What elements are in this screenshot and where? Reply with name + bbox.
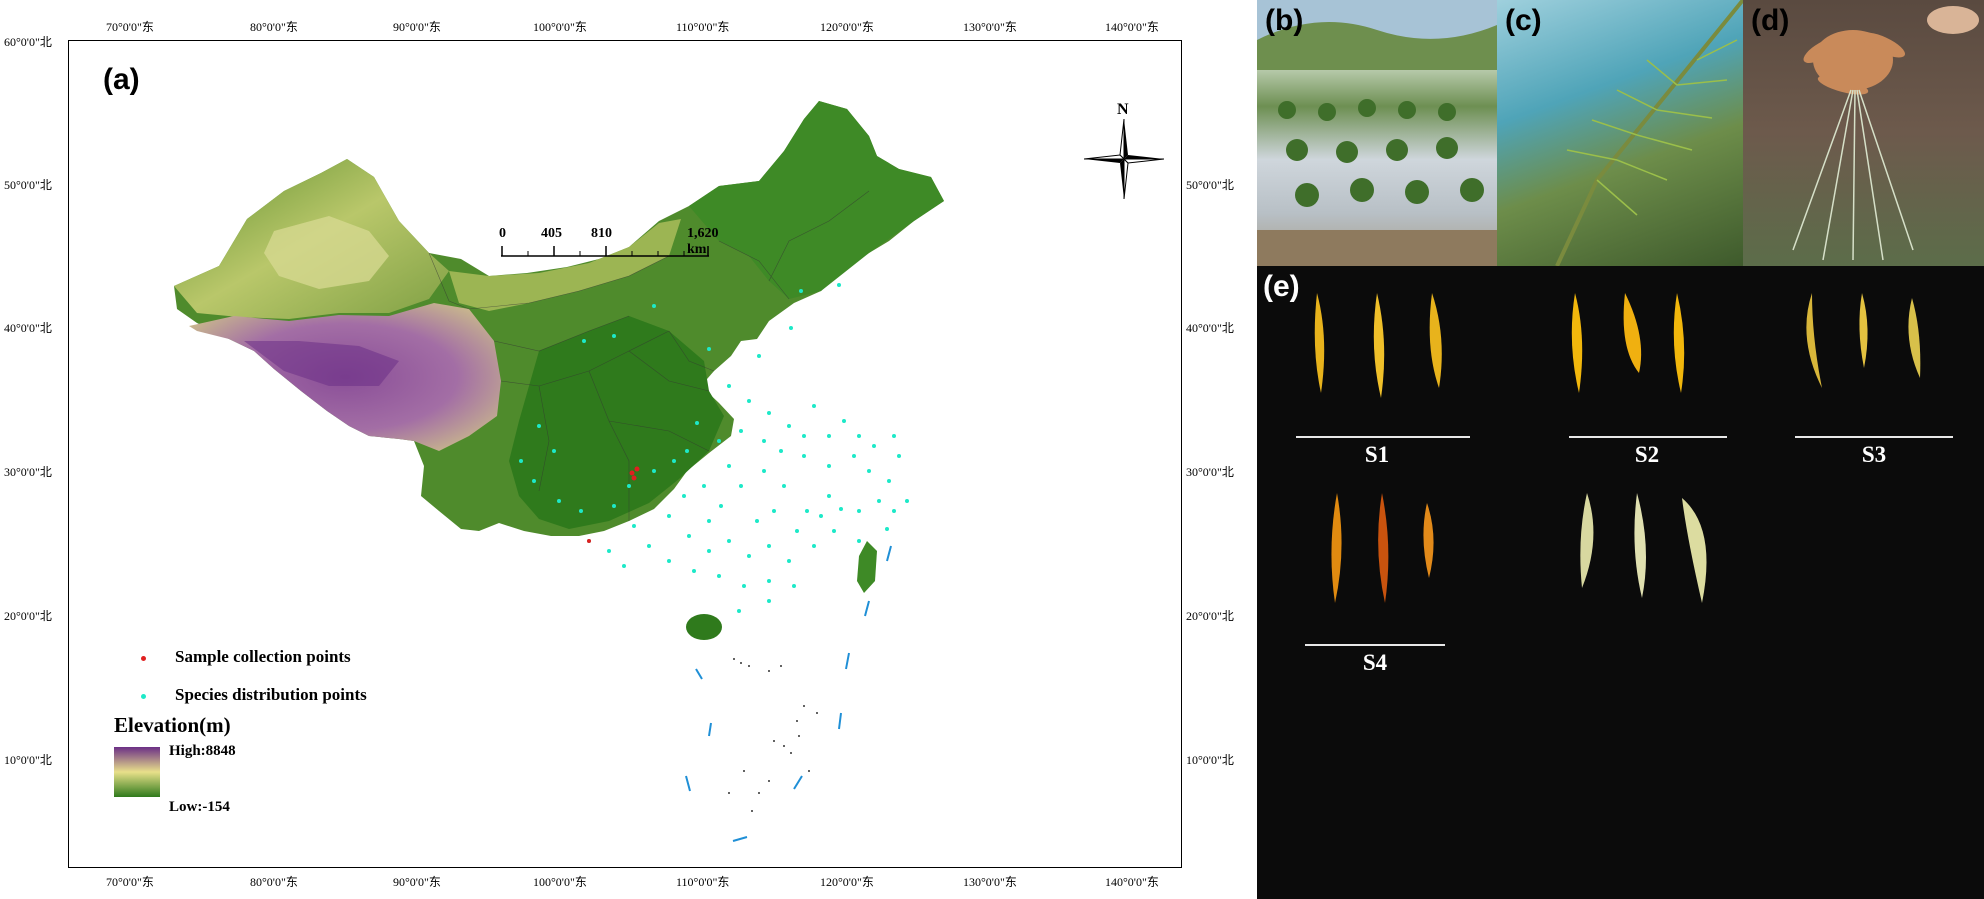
lon-tick-bottom: 130°0'0"东 [963, 875, 1017, 889]
panel-label-a: (a) [103, 63, 140, 96]
taiwan-island [857, 541, 877, 593]
scale-label-405: 405 [541, 226, 562, 241]
elevation-title: Elevation(m) [114, 713, 231, 737]
south-sea-islands [728, 658, 818, 812]
legend-item-sample: Sample collection points [139, 647, 439, 677]
photo-c-branch: (c) [1497, 0, 1743, 266]
lon-tick-bottom: 80°0'0"东 [250, 875, 298, 889]
lon-tick-bottom: 70°0'0"东 [106, 875, 154, 889]
tuberous-roots-illustration [1792, 6, 1979, 261]
scale-label-1620: 1,620 km [687, 226, 719, 257]
sample-s5-flowers [1580, 493, 1707, 603]
lat-tick-left: 20°0'0"北 [4, 609, 52, 623]
lon-tick-top: 110°0'0"东 [676, 20, 730, 34]
photo-b-field: (b) [1257, 0, 1497, 266]
lat-tick-left: 30°0'0"北 [4, 465, 52, 479]
scale-bar: 0 405 810 1,620 km [499, 226, 719, 266]
lon-tick-top: 80°0'0"东 [250, 20, 298, 34]
china-elevation-map [174, 101, 944, 842]
panel-label-e: (e) [1263, 270, 1300, 303]
elevation-color-ramp [114, 747, 160, 797]
panel-label-b: (b) [1265, 4, 1304, 37]
sample-label-s1: S1 [1364, 442, 1390, 467]
lon-tick-top: 90°0'0"东 [393, 20, 441, 34]
lon-tick-bottom: 90°0'0"东 [393, 875, 441, 889]
sample-dot-icon [141, 656, 146, 661]
lat-tick-left: 10°0'0"北 [4, 753, 52, 767]
sample-label-s4: S4 [1362, 650, 1388, 675]
elevation-high: High:8848 [169, 743, 236, 759]
lon-tick-bottom: 140°0'0"东 [1105, 875, 1159, 889]
panel-label-d: (d) [1751, 4, 1790, 37]
lon-tick-bottom: 100°0'0"东 [533, 875, 587, 889]
lat-tick-left: 40°0'0"北 [4, 321, 52, 335]
lon-tick-top: 70°0'0"东 [106, 20, 154, 34]
north-label: N [1117, 101, 1129, 118]
sample-underline [1305, 644, 1445, 646]
lon-tick-top: 100°0'0"东 [533, 20, 587, 34]
elevation-low: Low:-154 [169, 799, 230, 815]
lon-tick-top: 120°0'0"东 [820, 20, 874, 34]
scale-label-0: 0 [499, 226, 506, 241]
panel-label-c: (c) [1505, 4, 1542, 37]
scale-ruler [501, 246, 709, 257]
compass-icon [1084, 119, 1164, 199]
field-plants-illustration [1257, 0, 1497, 266]
lat-tick-left: 60°0'0"北 [4, 35, 52, 49]
species-points [519, 283, 909, 613]
sample-label-s2: S2 [1634, 442, 1660, 467]
samples-panel: (e) S1 S2 S3 S4 [1257, 266, 1984, 899]
legend-item-species: Species distribution points [139, 685, 439, 715]
north-arrow: N [1079, 101, 1169, 211]
sample-underline [1569, 436, 1727, 438]
scale-label-810: 810 [591, 226, 612, 241]
lon-tick-bottom: 120°0'0"东 [820, 875, 874, 889]
sample-underline [1795, 436, 1953, 438]
sample-points [587, 466, 640, 543]
lat-tick-right: 30°0'0"北 [1186, 465, 1234, 479]
lat-tick-left: 50°0'0"北 [4, 178, 52, 192]
lat-tick-right: 50°0'0"北 [1186, 178, 1234, 192]
lon-tick-top: 140°0'0"东 [1105, 20, 1159, 34]
species-dot-icon [141, 694, 146, 699]
map-legend: Sample collection points Species distrib… [139, 647, 439, 715]
legend-species-label: Species distribution points [175, 685, 367, 704]
lat-tick-right: 40°0'0"北 [1186, 321, 1234, 335]
nine-dash-line [685, 545, 892, 842]
sample-s3-flowers [1806, 293, 1921, 388]
sample-s2-flowers [1571, 293, 1685, 393]
elevation-legend: Elevation(m) High:8848 Low:-154 [114, 713, 314, 853]
map-panel: (a) N 0 405 810 1,620 km [68, 40, 1182, 868]
sample-s1-flowers [1314, 293, 1442, 398]
lon-tick-top: 130°0'0"东 [963, 20, 1017, 34]
lon-tick-bottom: 110°0'0"东 [676, 875, 730, 889]
lat-tick-right: 10°0'0"北 [1186, 753, 1234, 767]
asparagus-branch-illustration [1555, 0, 1743, 266]
lat-tick-right: 20°0'0"北 [1186, 609, 1234, 623]
sample-underline [1296, 436, 1470, 438]
hainan-island [686, 614, 722, 640]
sample-s4-flowers [1331, 493, 1434, 603]
legend-sample-label: Sample collection points [175, 647, 351, 666]
photo-d-roots: (d) [1743, 0, 1984, 266]
sample-label-s3: S3 [1861, 442, 1887, 467]
